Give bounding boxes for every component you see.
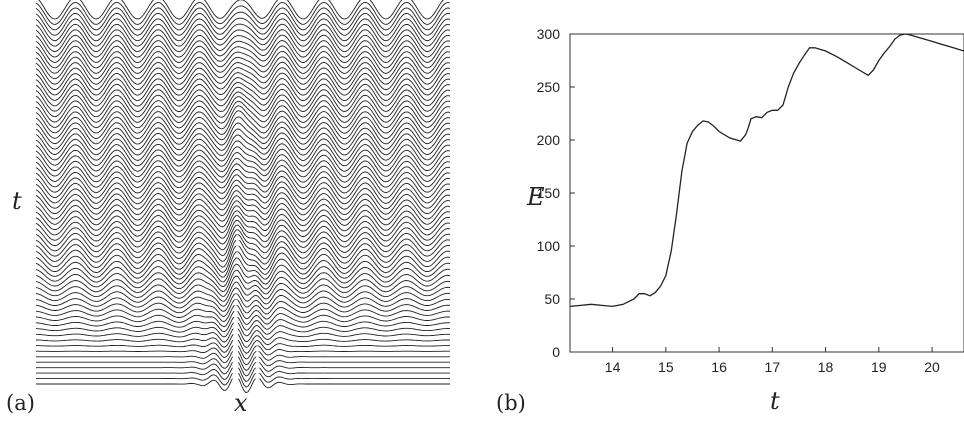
waterfall-curve [38,0,444,20]
x-tick-label: 18 [818,359,834,375]
waterfall-curve [35,309,451,328]
waterfall-curve [35,292,451,312]
y-axis-label: t [12,187,22,215]
plot-frame [569,33,964,353]
panel-a-label: (a) [6,391,35,415]
series-line [569,33,964,308]
y-tick-label: 300 [537,26,561,42]
waterfall-curve [36,348,450,366]
x-tick-label: 19 [871,359,887,375]
waterfall-curve [35,287,451,307]
waterfall-curve [35,315,451,333]
waterfall-curve [36,353,450,371]
x-tick-label: 17 [765,359,781,375]
x-axis-label: x [234,389,248,417]
waterfall-curve [36,369,450,388]
waterfall-curve [35,326,450,343]
y-tick-label: 50 [544,291,560,307]
waterfall-curve [35,281,451,302]
x-tick-label: 14 [605,359,621,375]
panel-b-label: (b) [496,391,526,415]
waterfall-curve [35,298,451,317]
y-tick-label: 0 [552,344,560,360]
y-tick-label: 250 [537,79,561,95]
x-tick-label: 15 [658,359,674,375]
waterfall-curve [36,364,450,383]
waterfall-curve [35,275,451,297]
waterfall-plot [35,0,451,394]
y-axis-label: E [527,183,545,211]
waterfall-curve [35,304,451,323]
waterfall-curve [36,337,450,354]
x-axis-label: t [770,387,780,415]
x-tick-label: 16 [711,359,727,375]
y-tick-label: 200 [537,132,561,148]
waterfall-curve [36,342,450,360]
waterfall-curve [36,358,450,377]
waterfall-curve [35,269,451,292]
waterfall-curve [36,331,451,348]
waterfall-curve [35,320,451,338]
x-tick-label: 20 [924,359,940,375]
y-tick-label: 150 [537,185,561,201]
y-tick-label: 100 [537,238,561,254]
